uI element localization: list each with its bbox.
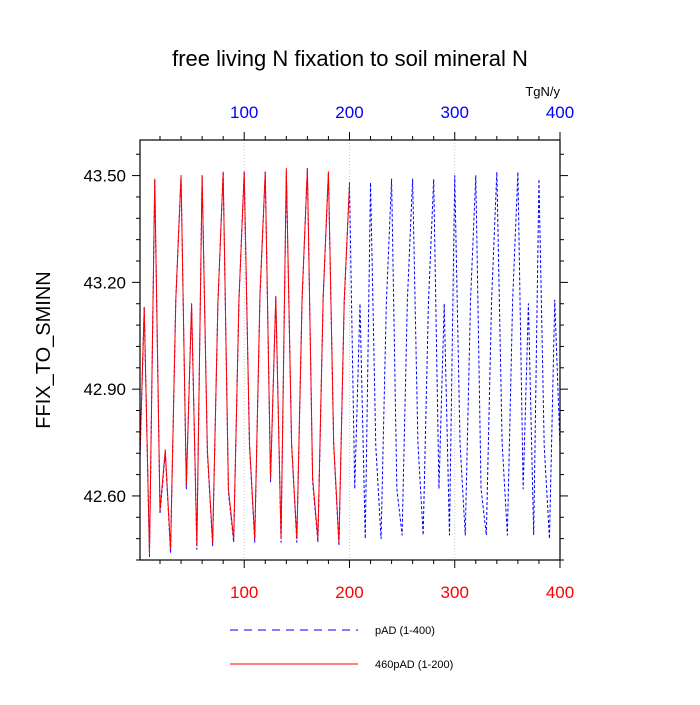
x-tick-label-top: 100 [230,103,258,122]
x-tick-label-bottom: 200 [335,583,363,602]
x-tick-label-bottom: 400 [546,583,574,602]
legend-label-pAD: pAD (1-400) [375,625,435,637]
y-tick-label: 43.20 [83,273,126,292]
grid-lines [243,140,561,560]
axes: 100 100 200 200 300 300 400 400 42.60 42.90 43.20 4… [83,103,574,602]
units-label: TgN/y [525,84,560,99]
x-tick-label-bottom: 300 [441,583,469,602]
series-lines [139,167,561,557]
x-tick-label-top: 300 [441,103,469,122]
series-line-460pAD [139,167,350,554]
x-tick-label-bottom: 100 [230,583,258,602]
legend: pAD (1-400) 460pAD (1-200) [230,625,453,671]
x-tick-label-top: 400 [546,103,574,122]
chart-title: free living N fixation to soil mineral N [172,46,528,71]
series-line-pAD [139,167,561,557]
y-axis-label: FFIX_TO_SMINN [33,271,55,428]
y-tick-label: 42.60 [83,487,126,506]
y-tick-label: 42.90 [83,380,126,399]
x-tick-label-top: 200 [335,103,363,122]
legend-label-460pAD: 460pAD (1-200) [375,659,453,671]
y-tick-label: 43.50 [83,167,126,186]
plot-frame [139,139,561,561]
